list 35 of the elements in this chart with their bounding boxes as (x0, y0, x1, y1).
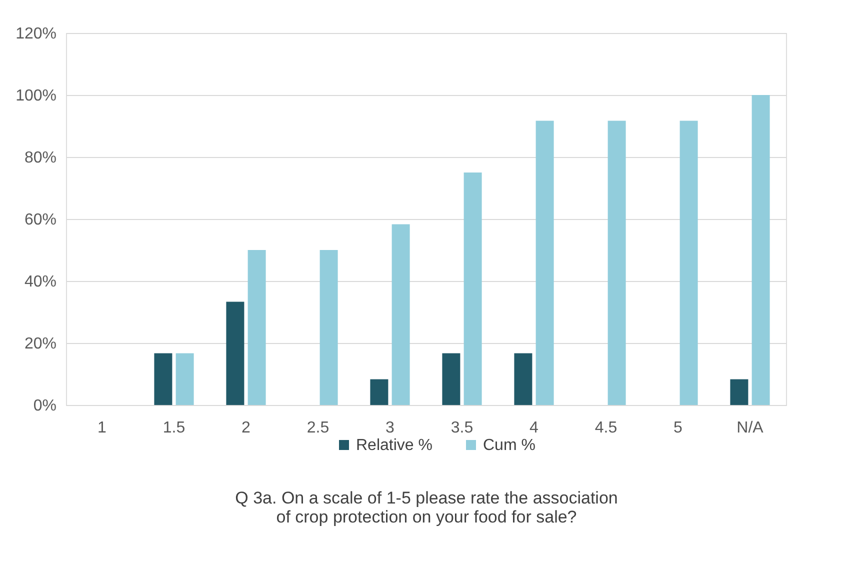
x-tick-label: 4.5 (594, 420, 618, 436)
bar (680, 120, 698, 405)
bar (608, 120, 626, 405)
y-tick-label: 0% (33, 398, 56, 414)
bar (370, 379, 388, 405)
bar (752, 95, 770, 405)
bar (176, 353, 194, 405)
x-tick-label: 3.5 (450, 420, 474, 436)
bar (248, 250, 266, 405)
bar (226, 302, 244, 405)
bar (154, 353, 172, 405)
y-tick-label: 20% (24, 336, 56, 352)
x-tick-label: 3 (386, 420, 395, 436)
y-tick-label: 40% (24, 274, 56, 290)
bar (442, 353, 460, 405)
x-tick-label: 2 (242, 420, 251, 436)
bar (464, 172, 482, 405)
x-tick-label: 5 (674, 420, 683, 436)
x-tick-label: 1.5 (162, 420, 186, 436)
bar (320, 250, 338, 405)
x-axis-title: Q 3a. On a scale of 1-5 please rate the association of crop protection on your food for sale? (235, 488, 618, 526)
x-tick-label: 2.5 (306, 420, 330, 436)
legend-label: Cum % (483, 437, 536, 454)
y-tick-label: 80% (24, 150, 56, 166)
bar (392, 224, 410, 405)
legend-label: Relative % (356, 437, 432, 454)
y-tick-label: 60% (24, 212, 56, 228)
bar (536, 120, 554, 405)
x-tick-label: 1 (98, 420, 107, 436)
x-tick-label: 4 (530, 420, 539, 436)
y-tick-label: 100% (16, 88, 56, 104)
y-tick-label: 120% (16, 26, 56, 42)
bar (514, 353, 532, 405)
x-tick-label: N/A (736, 420, 764, 436)
bar (730, 379, 748, 405)
